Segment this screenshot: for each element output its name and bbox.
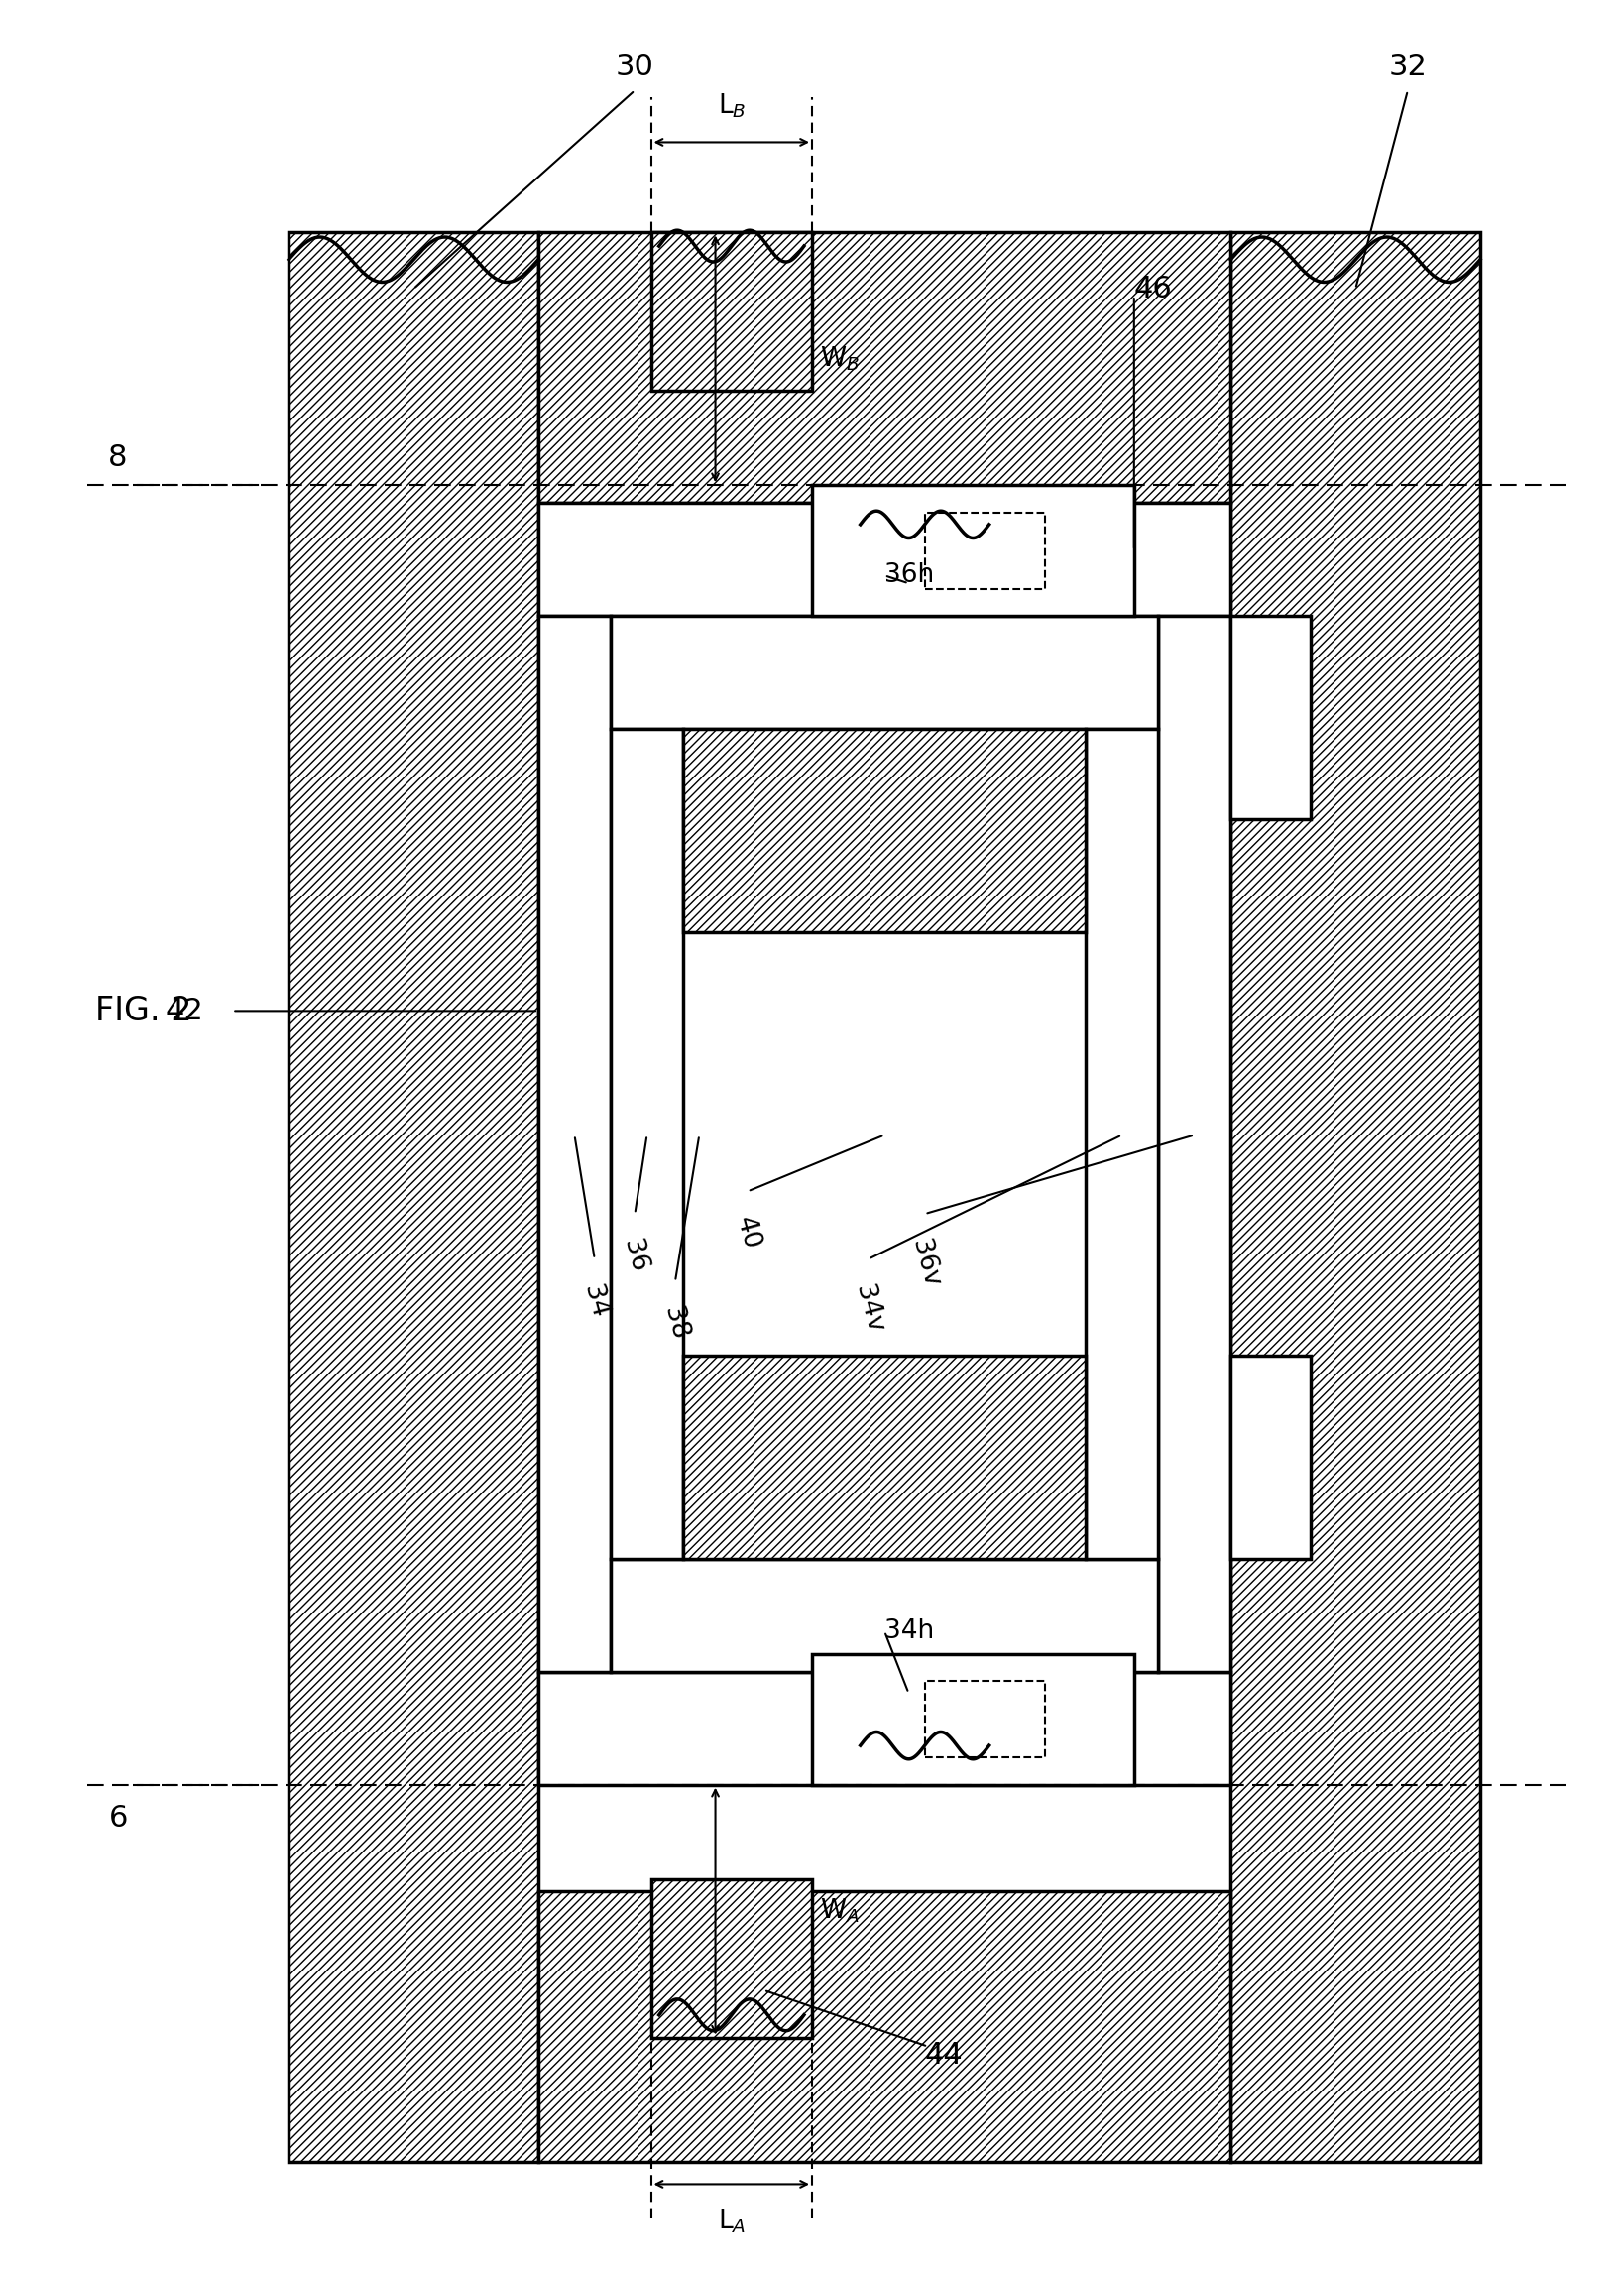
Text: 8: 8 xyxy=(109,443,128,472)
Bar xyxy=(538,615,611,1673)
Text: 30: 30 xyxy=(615,52,654,82)
Bar xyxy=(684,1355,1086,1559)
Bar xyxy=(611,615,1158,729)
Bar xyxy=(1158,615,1231,1673)
Bar xyxy=(1231,232,1479,2161)
Bar xyxy=(538,504,1231,615)
Text: W$_B$: W$_B$ xyxy=(820,345,859,372)
Bar xyxy=(538,1891,1231,2161)
Bar xyxy=(1231,615,1311,819)
Bar xyxy=(812,1655,1134,1784)
Text: L$_B$: L$_B$ xyxy=(718,91,745,120)
Text: 34v: 34v xyxy=(849,1283,887,1335)
Bar xyxy=(924,1682,1046,1757)
Text: W$_A$: W$_A$ xyxy=(820,1898,859,1925)
Text: FIG. 2: FIG. 2 xyxy=(96,994,192,1028)
Bar xyxy=(611,729,684,1559)
Text: 36: 36 xyxy=(619,1237,651,1276)
Bar xyxy=(289,232,538,2161)
Text: L$_A$: L$_A$ xyxy=(718,2206,745,2236)
Text: 40: 40 xyxy=(731,1214,765,1253)
Bar xyxy=(611,1559,1158,1673)
Text: 44: 44 xyxy=(924,2041,963,2070)
Bar xyxy=(538,1673,1231,1784)
Bar xyxy=(651,232,812,390)
Bar xyxy=(1086,729,1158,1559)
Bar xyxy=(812,486,1134,615)
Text: 6: 6 xyxy=(109,1805,128,1832)
Text: 36h: 36h xyxy=(885,563,934,588)
Text: 34: 34 xyxy=(578,1283,611,1321)
Bar xyxy=(538,232,1231,504)
Bar xyxy=(651,1880,812,2038)
Bar xyxy=(684,729,1086,933)
Text: 42: 42 xyxy=(164,997,203,1026)
Text: 46: 46 xyxy=(1134,275,1173,304)
Text: 38: 38 xyxy=(658,1305,692,1344)
Text: 34h: 34h xyxy=(885,1619,934,1643)
Bar xyxy=(924,513,1046,588)
Text: 36v: 36v xyxy=(906,1237,944,1289)
Text: 32: 32 xyxy=(1389,52,1427,82)
Bar xyxy=(1231,1355,1311,1559)
